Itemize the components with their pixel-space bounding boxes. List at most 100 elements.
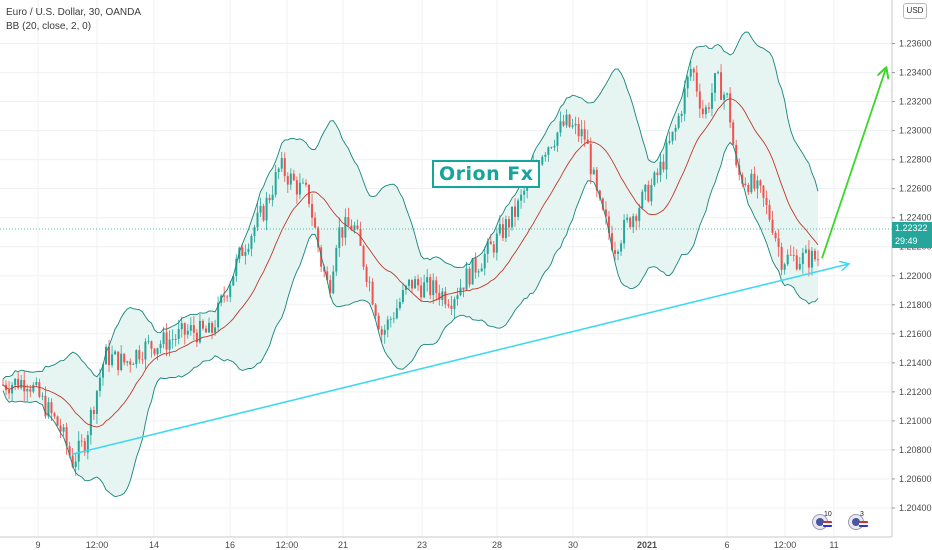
- candle-body: [571, 125, 574, 127]
- candle-body: [592, 169, 595, 175]
- time-axis[interactable]: 9 12:00 14 16 12:00 21 23 28 30 2021 6 12:00 11: [0, 536, 932, 550]
- candle-body: [298, 182, 301, 195]
- last-price-tag: 1.22322: [892, 222, 932, 236]
- candle-body: [47, 402, 50, 417]
- bb-lower-band: [2, 141, 819, 498]
- candle-body: [683, 88, 686, 114]
- candle-body: [362, 245, 365, 267]
- candle-body: [707, 107, 710, 109]
- indicator-label[interactable]: BB (20, close, 2, 0): [6, 21, 92, 32]
- candlestick-series: [2, 60, 819, 476]
- candle-body: [289, 173, 292, 185]
- currency-badge[interactable]: USD: [903, 3, 927, 19]
- time-tick-label: 30: [568, 540, 578, 550]
- price-axis[interactable]: 1.20400 1.20600 1.20800 1.21000 1.21200 1.214…: [891, 0, 932, 550]
- economic-event-icon[interactable]: 10: [812, 511, 832, 530]
- candle-body: [401, 289, 404, 302]
- candle-body: [95, 390, 98, 414]
- candle-body: [77, 440, 80, 462]
- candle-body: [489, 241, 492, 245]
- candle-body: [377, 315, 380, 330]
- price-tick-label: 1.20600: [899, 474, 932, 484]
- candle-body: [759, 180, 762, 186]
- candle-body: [286, 176, 289, 185]
- candle-body: [438, 292, 441, 300]
- candle-body: [80, 440, 83, 442]
- candle-body: [153, 348, 156, 355]
- candle-body: [565, 114, 568, 126]
- candle-body: [144, 341, 147, 360]
- candle-body: [11, 385, 14, 394]
- candle-body: [444, 291, 447, 305]
- price-tick-label: 1.23200: [899, 97, 932, 107]
- candle-body: [601, 198, 604, 210]
- bar-countdown-tag: 29:49: [892, 235, 932, 249]
- candle-body: [274, 171, 277, 195]
- candle-body: [195, 332, 198, 343]
- candle-body: [147, 341, 150, 343]
- candle-body: [229, 285, 232, 297]
- bb-basis: [2, 98, 819, 428]
- candle-body: [8, 390, 11, 394]
- candle-body: [353, 225, 356, 231]
- candle-body: [417, 279, 420, 286]
- price-tick-label: 1.21000: [899, 416, 932, 426]
- candle-body: [523, 190, 526, 195]
- candle-body: [629, 217, 632, 228]
- instrument-title[interactable]: Euro / U.S. Dollar, 30, OANDA: [6, 7, 142, 18]
- candle-body: [356, 225, 359, 229]
- price-tick-label: 1.20800: [899, 445, 932, 455]
- candle-body: [32, 384, 35, 392]
- candle-body: [89, 409, 92, 436]
- candle-body: [665, 142, 668, 170]
- candle-body: [29, 389, 32, 392]
- candle-body: [520, 194, 523, 201]
- candle-body: [598, 190, 601, 199]
- candle-body: [813, 250, 816, 260]
- candle-body: [368, 281, 371, 283]
- time-tick-label: 11: [829, 540, 838, 550]
- event-globe-icon: [816, 518, 824, 526]
- candle-body: [447, 304, 450, 306]
- economic-event-icon[interactable]: 3: [848, 511, 868, 530]
- candle-body: [804, 249, 807, 253]
- support-trendline: [71, 264, 848, 456]
- candle-body: [68, 446, 71, 456]
- candle-body: [411, 279, 414, 289]
- candle-body: [483, 253, 486, 269]
- candle-body: [108, 346, 111, 366]
- candle-body: [786, 254, 789, 265]
- candle-body: [710, 92, 713, 109]
- bollinger-band-lines: [2, 31, 819, 498]
- candle-body: [259, 205, 262, 213]
- candle-body: [641, 191, 644, 209]
- candle-body: [817, 259, 819, 261]
- candle-body: [247, 248, 250, 252]
- candle-body: [777, 238, 780, 247]
- candle-body: [614, 250, 617, 254]
- candle-body: [323, 266, 326, 272]
- candle-body: [620, 243, 623, 252]
- candle-body: [350, 225, 353, 231]
- candle-body: [53, 413, 56, 417]
- candle-body: [35, 382, 38, 385]
- time-tick-label: 16: [225, 540, 235, 550]
- candle-body: [23, 379, 26, 392]
- candle-body: [338, 227, 341, 249]
- candle-body: [689, 68, 692, 77]
- candle-body: [695, 72, 698, 92]
- time-axis-bg: [0, 537, 932, 550]
- candle-body: [420, 285, 423, 298]
- candle-body: [507, 219, 510, 228]
- time-tick-label: 12:00: [774, 540, 797, 550]
- candle-body: [74, 461, 77, 468]
- drawing-annotations[interactable]: [0, 68, 892, 456]
- candle-body: [504, 219, 507, 239]
- candle-body: [423, 282, 426, 298]
- candle-body: [253, 227, 256, 237]
- candle-body: [211, 322, 214, 333]
- candle-body: [659, 161, 662, 176]
- candle-body: [383, 329, 386, 335]
- time-tick-label: 28: [492, 540, 502, 550]
